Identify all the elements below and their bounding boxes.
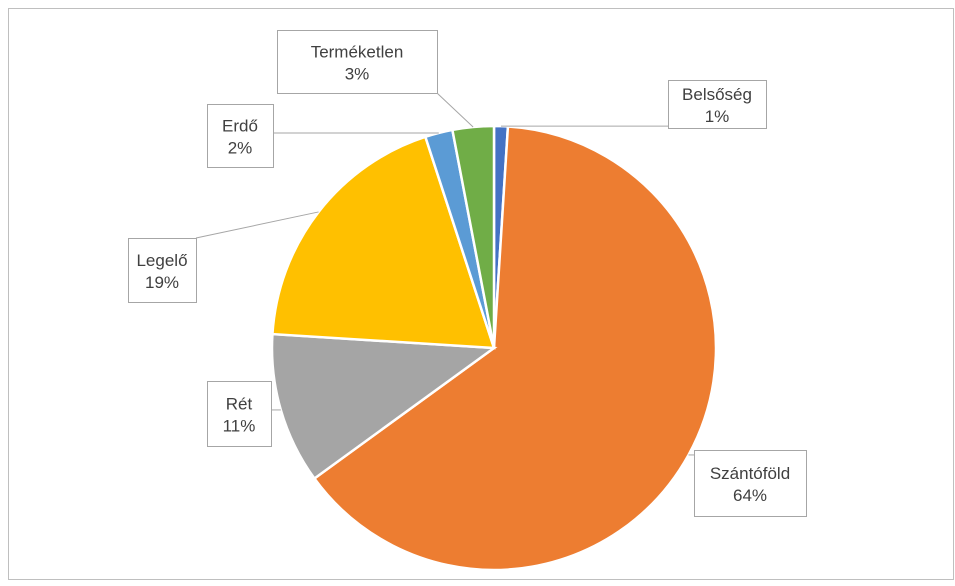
data-label: Rét 11%	[223, 395, 256, 436]
category-label: Rét	[226, 395, 253, 414]
pie-slice	[270, 332, 498, 481]
category-label: Szántóföld	[710, 464, 790, 483]
label-box	[207, 104, 274, 168]
value-label: 3%	[345, 65, 370, 84]
data-label: Szántóföld 64%	[710, 464, 790, 505]
category-label: Terméketlen	[311, 43, 404, 62]
data-label: Belsőség 1%	[682, 85, 752, 126]
leader-line	[436, 92, 474, 128]
category-label: Legelő	[136, 251, 187, 270]
category-label: Belsőség	[682, 85, 752, 104]
value-label: 64%	[733, 486, 767, 505]
value-label: 19%	[145, 273, 179, 292]
data-label: Terméketlen 3%	[311, 43, 404, 84]
data-label: Legelő 19%	[136, 251, 187, 292]
label-box	[694, 450, 807, 517]
value-label: 2%	[228, 139, 253, 158]
category-label: Erdő	[222, 117, 258, 136]
label-box	[128, 238, 197, 303]
label-box	[668, 80, 767, 129]
data-label: Erdő 2%	[222, 117, 258, 158]
value-label: 1%	[705, 107, 730, 126]
leader-line	[195, 211, 319, 239]
value-label: 11%	[223, 417, 256, 436]
label-box	[277, 30, 438, 94]
label-box	[207, 381, 272, 447]
